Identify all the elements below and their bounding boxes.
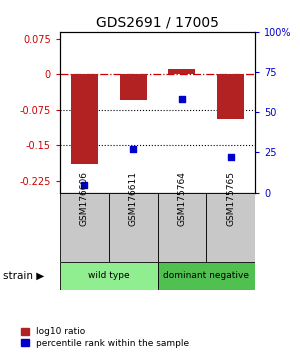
Bar	[109, 193, 158, 262]
Text: GSM175764: GSM175764	[177, 171, 186, 226]
Point	[179, 97, 184, 102]
Text: dominant negative: dominant negative	[163, 272, 249, 280]
Bar	[71, 74, 98, 164]
Bar	[60, 193, 109, 262]
Bar	[158, 262, 255, 290]
Bar	[217, 74, 244, 119]
Text: strain ▶: strain ▶	[3, 271, 44, 281]
Bar	[60, 262, 158, 290]
Bar	[158, 193, 206, 262]
Bar	[120, 74, 146, 101]
Bar	[169, 69, 195, 74]
Bar	[206, 193, 255, 262]
Text: GSM176606: GSM176606	[80, 171, 89, 226]
Text: GSM175765: GSM175765	[226, 171, 235, 226]
Title: GDS2691 / 17005: GDS2691 / 17005	[96, 15, 219, 29]
Text: wild type: wild type	[88, 272, 130, 280]
Legend: log10 ratio, percentile rank within the sample: log10 ratio, percentile rank within the …	[20, 326, 191, 349]
Text: GSM176611: GSM176611	[129, 171, 138, 226]
Point	[82, 182, 87, 188]
Point	[228, 154, 233, 160]
Point	[131, 147, 136, 152]
